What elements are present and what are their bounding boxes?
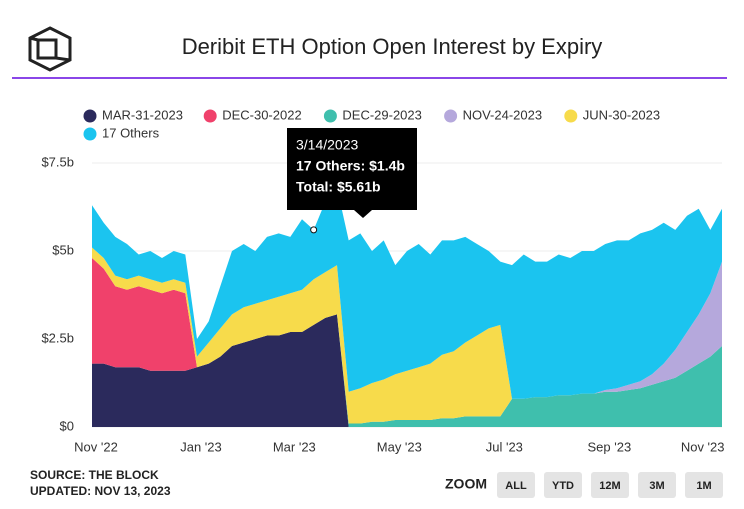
zoom-button-label[interactable]: ALL [505, 480, 527, 492]
legend-label: MAR-31-2023 [102, 107, 183, 122]
zoom-button-label[interactable]: YTD [552, 480, 574, 492]
x-tick-label: Sep '23 [587, 439, 631, 454]
zoom-button-label[interactable]: 3M [649, 480, 664, 492]
legend-swatch [83, 109, 97, 123]
legend-swatch [323, 109, 337, 123]
zoom-button[interactable] [591, 472, 629, 498]
legend-label: DEC-29-2023 [342, 107, 422, 122]
zoom-button-label[interactable]: 1M [696, 480, 711, 492]
zoom-group: ALL YTD 12M 3M 1M [497, 472, 723, 498]
area [92, 187, 722, 399]
legend-label: DEC-30-2022 [222, 107, 302, 122]
updated: UPDATED: NOV 13, 2023 [30, 484, 171, 498]
y-tick-label: $0 [60, 418, 74, 433]
area [92, 314, 722, 427]
tooltip-line: 17 Others: $1.4b [296, 158, 405, 174]
zoom-button[interactable] [638, 472, 676, 498]
x-tick-label: May '23 [377, 439, 422, 454]
legend-swatch [203, 109, 217, 123]
y-tick-label: $7.5b [41, 154, 74, 169]
legend-label: JUN-30-2023 [583, 107, 660, 122]
tooltip-box [287, 128, 417, 218]
tooltip-line: 3/14/2023 [296, 137, 358, 153]
zoom-button[interactable] [544, 472, 582, 498]
tooltip-line: Total: $5.61b [296, 179, 381, 195]
legend-label: NOV-24-2023 [463, 107, 542, 122]
area [92, 258, 722, 427]
legend-label: 17 Others [102, 125, 160, 140]
x-tick-label: Nov '22 [74, 439, 118, 454]
chart-title: Deribit ETH Option Open Interest by Expi… [182, 34, 603, 59]
y-tick-label: $2.5b [41, 330, 74, 345]
zoom-button[interactable] [497, 472, 535, 498]
source: SOURCE: THE BLOCK [30, 468, 159, 482]
x-tick-label: Nov '23 [681, 439, 725, 454]
logo [28, 26, 72, 72]
x-tick-label: Jan '23 [180, 439, 222, 454]
legend-swatch [83, 127, 97, 141]
x-tick-label: Jul '23 [486, 439, 523, 454]
zoom-label: ZOOM [445, 476, 487, 492]
legend-swatch [444, 109, 458, 123]
legend-swatch [564, 109, 578, 123]
plot-area: $0 $2.5b $5b $7.5b Nov '22 Jan '23 Mar '23 May … [41, 154, 724, 454]
tooltip-point [310, 226, 318, 234]
zoom-button[interactable] [685, 472, 723, 498]
zoom-button-label[interactable]: 12M [599, 480, 620, 492]
x-tick-label: Mar '23 [273, 439, 316, 454]
area [92, 247, 722, 424]
y-tick-label: $5b [52, 242, 74, 257]
